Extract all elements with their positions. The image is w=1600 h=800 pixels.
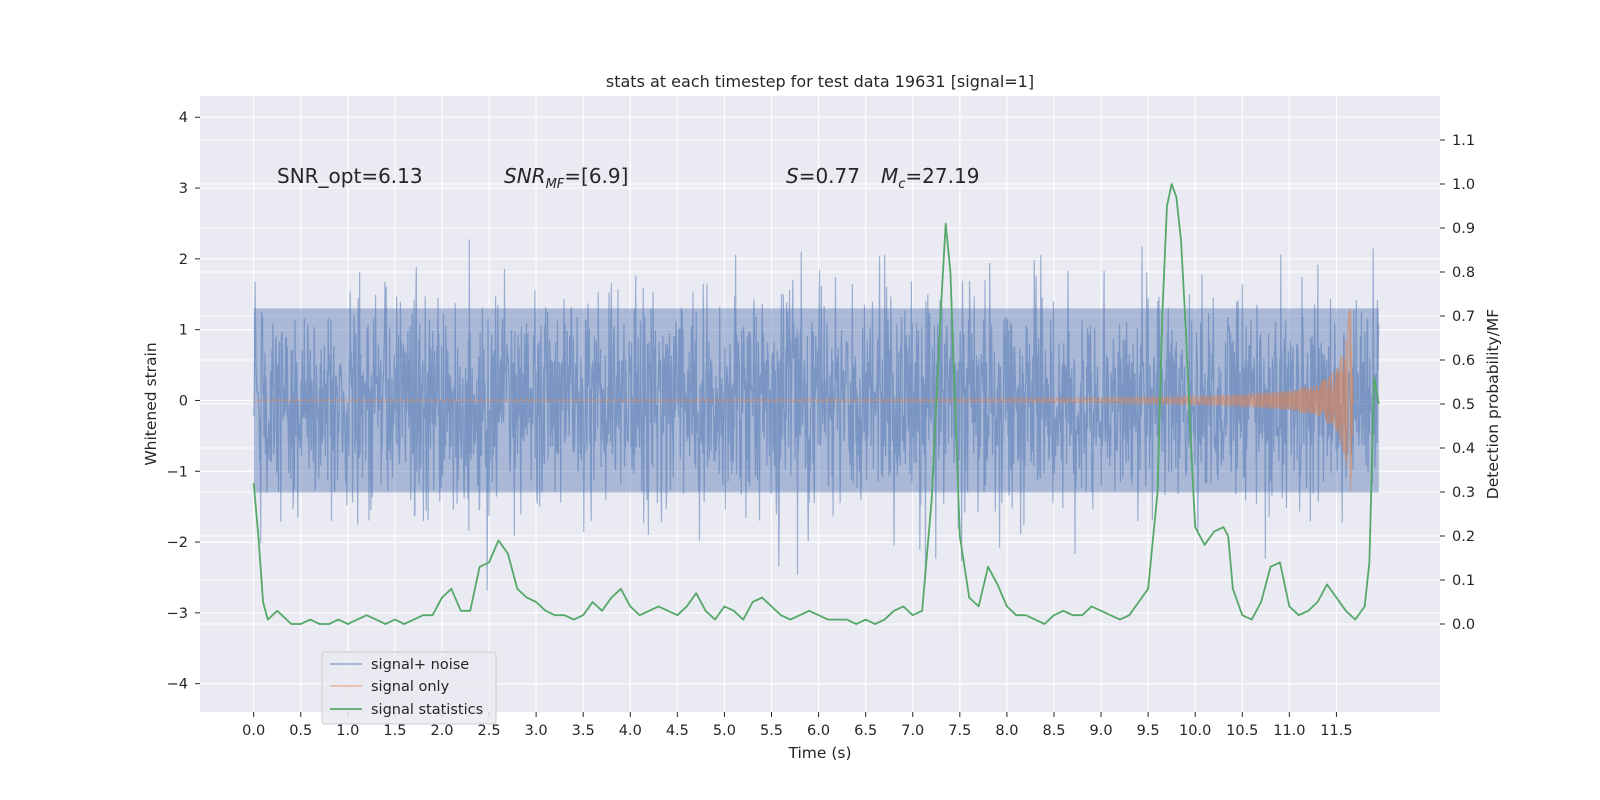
y-tick-label: −2	[167, 535, 188, 551]
x-tick-label: 10.5	[1226, 723, 1258, 739]
y-axis-right: 1.1 1.0 0.9 0.8 0.7 0.6 0.5 0.4 0.3 0.2 0.1 0.0	[1440, 133, 1475, 633]
x-tick-label: 0.0	[242, 723, 265, 739]
x-tick-label: 8.0	[995, 723, 1018, 739]
x-tick-label: 3.0	[525, 723, 548, 739]
x-axis: 0.0 0.5 1.0 1.5 2.0 2.5 3.0 3.5 4.0 4.5 5.0 5.5 6.0 6…	[242, 712, 1353, 739]
x-tick-label: 6.0	[807, 723, 830, 739]
y2-tick-label: 0.0	[1452, 617, 1475, 633]
annotation-snr-mf: SNRMF=[6.9]	[504, 164, 628, 192]
y-tick-label: 3	[179, 181, 188, 197]
signal-only-line	[253, 308, 1354, 491]
legend-label-signal-plus-noise: signal+ noise	[371, 657, 469, 673]
x-tick-label: 9.5	[1137, 723, 1160, 739]
legend: signal+ noise signal only signal statist…	[321, 651, 497, 725]
x-tick-label: 3.5	[572, 723, 595, 739]
y2-tick-label: 0.4	[1452, 441, 1475, 457]
x-tick-label: 11.0	[1273, 723, 1305, 739]
y2-tick-label: 0.7	[1452, 309, 1475, 325]
signal-statistics-line	[252, 183, 1380, 625]
x-tick-label: 1.5	[383, 723, 406, 739]
y2-tick-label: 1.0	[1452, 177, 1475, 193]
y2-axis-label: Detection probability/MF	[1484, 309, 1502, 500]
x-tick-label: 0.5	[289, 723, 312, 739]
y-tick-label: −4	[167, 677, 188, 693]
x-tick-label: 5.0	[713, 723, 736, 739]
y-tick-label: −3	[167, 606, 188, 622]
legend-label-signal-statistics: signal statistics	[371, 702, 483, 718]
y2-tick-label: 0.5	[1452, 397, 1475, 413]
x-tick-label: 4.0	[619, 723, 642, 739]
x-tick-label: 11.5	[1320, 723, 1352, 739]
y2-tick-label: 0.6	[1452, 353, 1475, 369]
y-tick-label: 2	[179, 252, 188, 268]
x-tick-label: 10.0	[1179, 723, 1211, 739]
x-tick-label: 7.5	[948, 723, 971, 739]
y-axis-left: 4 3 2 1 0 −1 −2 −3 −4	[167, 110, 200, 693]
x-axis-label: Time (s)	[787, 744, 851, 762]
x-tick-label: 1.0	[336, 723, 359, 739]
y2-tick-label: 0.9	[1452, 221, 1475, 237]
x-tick-label: 2.0	[430, 723, 453, 739]
legend-box	[321, 651, 497, 725]
annotation-snr-opt: SNR_opt=6.13	[277, 164, 423, 188]
x-tick-label: 7.0	[901, 723, 924, 739]
x-tick-label: 6.5	[854, 723, 877, 739]
y-axis-label: Whitened strain	[142, 342, 160, 465]
y2-tick-label: 1.1	[1452, 133, 1475, 149]
y-tick-label: 1	[179, 323, 188, 339]
x-tick-label: 2.5	[478, 723, 501, 739]
grid	[200, 96, 1440, 712]
series-signal-statistics	[252, 183, 1380, 625]
y-tick-label: 0	[179, 393, 188, 409]
annotation-s: S=0.77	[786, 164, 860, 188]
legend-label-signal-only: signal only	[371, 679, 450, 695]
y2-tick-label: 0.2	[1452, 529, 1475, 545]
x-tick-label: 9.0	[1090, 723, 1113, 739]
y2-tick-label: 0.3	[1452, 485, 1475, 501]
x-tick-label: 4.5	[666, 723, 689, 739]
x-tick-label: 5.5	[760, 723, 783, 739]
annotation-mc: Mc=27.19	[881, 164, 979, 192]
y-tick-label: −1	[167, 464, 188, 480]
chart-title: stats at each timestep for test data 196…	[606, 72, 1034, 91]
y2-tick-label: 0.1	[1452, 573, 1475, 589]
y2-tick-label: 0.8	[1452, 265, 1475, 281]
y-tick-label: 4	[179, 110, 188, 126]
x-tick-label: 8.5	[1042, 723, 1065, 739]
series-signal-only	[253, 308, 1354, 491]
